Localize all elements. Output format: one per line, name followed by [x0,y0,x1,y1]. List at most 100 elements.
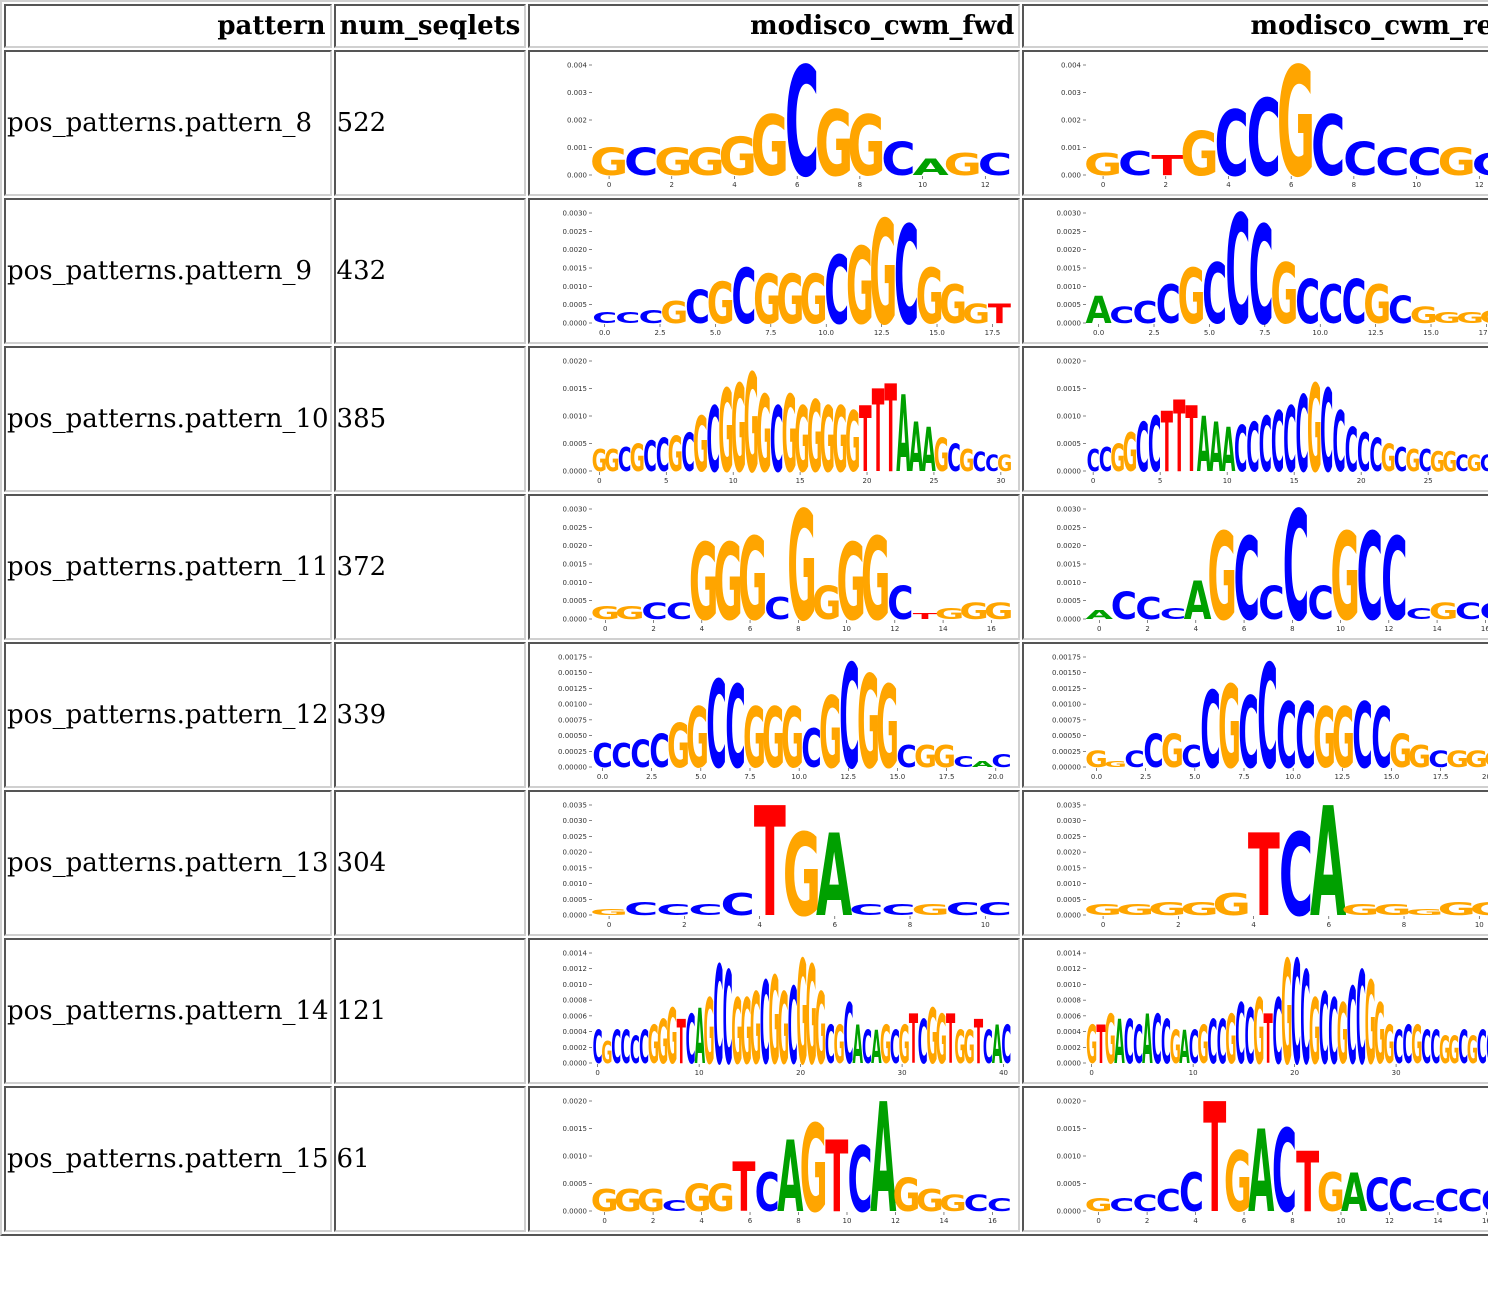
logo-letter: G [876,664,899,785]
logo-letter: C [1311,99,1345,193]
logo-letter: G [1313,691,1336,785]
logo-letter: G [861,514,890,637]
logo-letter: G [1384,1015,1395,1077]
svg-text:G: G [960,599,989,625]
logo-letter: G [684,1177,712,1220]
logo-letter: C [1182,739,1202,774]
logo-letter: T [913,612,938,621]
svg-text:C: C [1301,945,1311,1081]
svg-text:C: C [765,591,791,627]
logo-letter: G [815,91,853,193]
logo-letter: G [661,295,689,331]
pattern-name-cell: pos_patterns.pattern_9 [4,198,332,344]
svg-text:C: C [1110,302,1135,329]
logo-letter: C [1249,201,1274,341]
logo-letter: C [1201,670,1221,785]
svg-text:G: G [614,1183,642,1219]
logo-letter: A [1115,1008,1126,1078]
logo-letter: G [1317,1163,1345,1224]
logo-letter: G [605,443,620,478]
logo-letter: G [1116,902,1154,919]
table-row: pos_patterns.pattern_15 61 0.0020 0.0015 0.0… [4,1086,1488,1232]
logo-letter: C [1152,1001,1162,1080]
logo-letter: G [1429,599,1458,625]
xtick-label: 0.0 [1093,329,1104,337]
cwm-fwd-logo: 0.00300.00250.00200.00150.00100.00050.00… [563,497,1014,637]
svg-text:G: G [916,1183,944,1219]
svg-text:C: C [1480,450,1488,477]
ytick-label: 0.0005 [1057,896,1082,904]
ytick-label: 0.0010 [563,880,588,888]
xtick-label: 20 [1290,1069,1299,1077]
svg-text:A: A [871,1021,882,1074]
ytick-label: 0.0010 [1057,579,1082,587]
logo-letter: C [825,1015,835,1077]
xtick-label: 2 [1145,1217,1149,1225]
logo-letter: G [939,275,967,336]
logo-letter: C [656,902,690,919]
logo-letter: C [1458,1183,1483,1219]
logo-letter: C [1099,441,1112,480]
svg-text:G: G [964,1021,975,1074]
logo-letter: G [1181,119,1219,189]
svg-text:C: C [639,1021,649,1074]
logo-letter: T [946,1001,955,1080]
svg-text:C: C [1273,980,1283,1081]
xtick-label: 8 [797,1217,801,1225]
svg-text:C: C [1376,141,1410,184]
ytick-label: 0.0010 [563,579,588,587]
ytick-label: 0.000 [1061,172,1081,180]
logo-letter: G [667,993,678,1081]
num-seqlets-cell: 522 [333,50,527,196]
logo-letter: G [783,812,821,933]
logo-letter: A [816,812,852,933]
svg-text:A: A [922,416,936,486]
ytick-label: 0.00125 [558,685,587,693]
svg-text:G: G [782,373,797,489]
cwm-fwd-logo: 0.0014 0.0012 0.0010 0.0008 0.0006 0.0004 0.00… [563,941,1012,1081]
cwm-fwd-logo: 0.00300.00250.00200.00150.00100.00050.00… [563,201,1012,341]
svg-text:G: G [1381,437,1396,480]
logo-letter: G [1307,360,1322,489]
xtick-label: 4 [1194,1217,1199,1225]
svg-text:C: C [983,1021,993,1074]
xtick-label: 0 [607,921,611,929]
ytick-label: 0.0025 [563,524,588,532]
svg-text:C: C [894,201,919,341]
svg-text:G: G [927,993,938,1081]
svg-text:T: T [1173,381,1185,489]
svg-text:C: C [639,307,664,328]
logo-letter: C [1343,133,1377,186]
logo-letter: G [846,226,874,341]
svg-text:A: A [992,1015,1003,1077]
svg-text:C: C [631,732,651,776]
svg-text:T: T [1248,812,1280,933]
logo-letter: C [785,53,819,193]
svg-text:C: C [1486,1021,1488,1074]
logo-letter: C [1259,577,1285,630]
ytick-label: 0.0015 [1057,265,1082,273]
xtick-label: 6 [833,921,838,929]
logo-letter: C [1111,584,1137,628]
xtick-label: 10 [729,477,738,485]
logo-letter: C [840,645,860,785]
svg-text:C: C [723,945,733,1081]
logo-letter: C [1342,268,1367,338]
logo-letter: C [978,147,1012,182]
logo-letter: C [1357,506,1383,637]
logo-letter: G [819,676,842,785]
logo-letter: G [893,1170,921,1222]
svg-text:G: G [1337,988,1348,1081]
logo-letter: G [778,973,789,1081]
svg-text:C: C [1236,988,1246,1081]
svg-text:T: T [1097,1015,1106,1077]
logo-letter: G [614,1183,642,1219]
logo-letter: C [714,941,724,1081]
svg-text:C: C [862,1021,872,1074]
cwm-rev-cell: 0.0020 0.0015 0.0010 0.0005 0.0000 G C C C C T G A C T… [1022,1086,1488,1232]
svg-text:G: G [648,1015,659,1077]
logo-letter: T [1097,1015,1106,1077]
svg-text:C: C [760,958,770,1081]
svg-text:G: G [707,271,735,338]
xtick-label: 4 [733,181,738,189]
